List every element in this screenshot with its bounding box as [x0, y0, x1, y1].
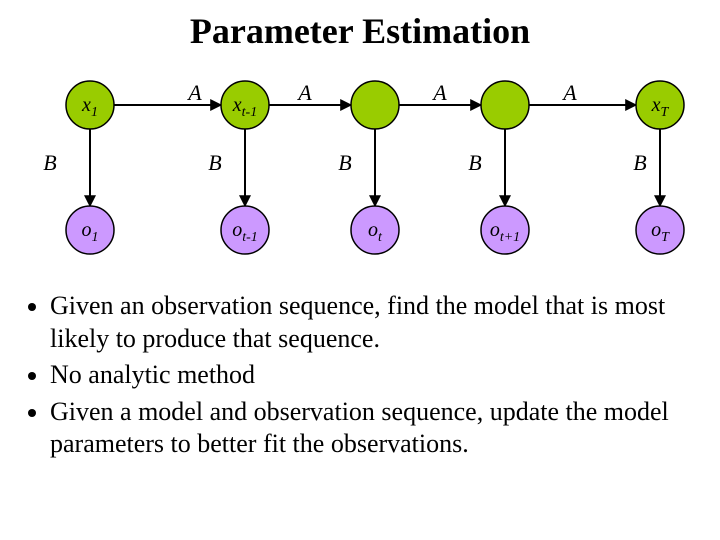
state-node: [351, 81, 399, 129]
transition-label: A: [561, 80, 577, 105]
transition-label: A: [431, 80, 447, 105]
state-node: [481, 81, 529, 129]
bullet-list: Given an observation sequence, find the …: [20, 290, 700, 465]
page-title: Parameter Estimation: [0, 10, 720, 52]
bullet-item: No analytic method: [50, 359, 700, 392]
bullet-item: Given a model and observation sequence, …: [50, 396, 700, 461]
emission-label: B: [633, 150, 646, 175]
bullet-item: Given an observation sequence, find the …: [50, 290, 700, 355]
emission-label: B: [338, 150, 351, 175]
transition-label: A: [186, 80, 202, 105]
emission-label: B: [468, 150, 481, 175]
transition-label: A: [296, 80, 312, 105]
hmm-diagram: x1xt-1xTo1ot-1otot+1oTAAAABBBBB: [0, 70, 720, 260]
emission-label: B: [208, 150, 221, 175]
emission-label: B: [43, 150, 56, 175]
